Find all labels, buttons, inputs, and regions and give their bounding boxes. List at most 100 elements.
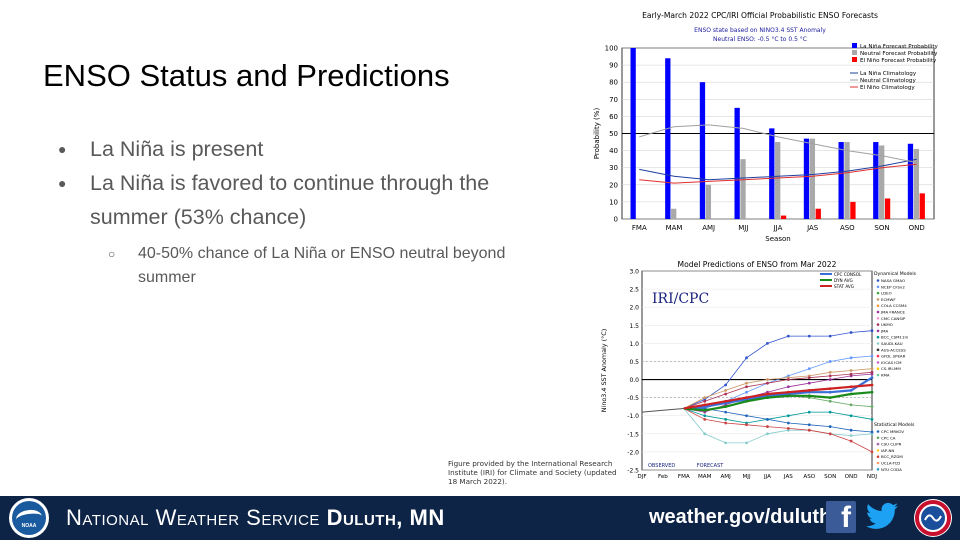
average-point <box>828 396 832 400</box>
bar <box>844 142 850 219</box>
legend-marker <box>876 442 880 446</box>
legend-label: UKMO <box>881 322 893 327</box>
bar <box>775 142 781 219</box>
legend-label: CS-IRI-MM <box>881 366 901 371</box>
average-line <box>683 383 873 410</box>
legend-label: SAUDI-KAU <box>881 341 903 346</box>
y-tick-label: -2.5 <box>627 468 639 475</box>
average-point <box>807 389 811 392</box>
dynamical-model-point <box>766 381 769 385</box>
bar <box>850 201 856 219</box>
average-point <box>703 403 707 407</box>
legend-swatch <box>852 57 857 62</box>
statistical-model-line <box>683 408 873 453</box>
legend-marker <box>876 430 880 433</box>
x-tick-label: AMJ <box>720 474 731 480</box>
statistical-model-point <box>703 417 707 421</box>
dynamical-model-point <box>703 432 707 436</box>
twitter-icon[interactable] <box>864 500 900 534</box>
y-tick-label: 60 <box>609 113 618 121</box>
y-tick-label: 90 <box>609 62 618 70</box>
legend-marker <box>876 310 880 314</box>
legend-label: NASA GMAO <box>881 278 905 283</box>
bar <box>769 128 775 219</box>
chart-subtitle: Neutral ENSO: -0.5 °C to 0.5 °C <box>713 36 807 43</box>
y-tick-label: 2.5 <box>629 287 639 294</box>
legend-marker <box>876 348 880 352</box>
dynamical-model-line <box>683 371 873 409</box>
noaa-logo-text: NOAA <box>21 523 37 529</box>
legend-marker <box>876 329 880 333</box>
y-tick-label: 10 <box>609 198 618 206</box>
dynamical-model-point <box>828 360 832 363</box>
legend-marker <box>876 285 880 289</box>
legend-label: IAP-NN <box>881 448 894 453</box>
legend-label: La Niña Climatology <box>860 71 917 77</box>
y-tick-label: 0.5 <box>629 359 639 366</box>
x-tick-label: ASO <box>840 224 855 232</box>
dynamical-model-point <box>807 367 811 371</box>
legend-label: LDEO <box>881 291 892 296</box>
bar <box>838 142 844 219</box>
dynamical-model-point <box>828 370 832 374</box>
dynamical-model-point <box>724 417 728 421</box>
statistical-model-point <box>766 425 769 428</box>
x-tick-label: MAM <box>698 474 712 480</box>
bullet-item: ● La Niña is present <box>58 132 558 166</box>
average-point <box>745 396 748 400</box>
facebook-icon[interactable]: f <box>826 501 856 534</box>
statistical-model-point <box>724 421 728 425</box>
legend-label: GFDL SPEAR <box>881 354 906 359</box>
x-tick-label: FMA <box>678 474 690 480</box>
bar <box>879 145 885 219</box>
legend-label: UCLA-TCD <box>881 461 900 466</box>
legend-label: El Niño Forecast Probability <box>860 58 937 64</box>
sub-bullet-item: ○ 40-50% chance of La Niña or ENSO neutr… <box>58 242 558 290</box>
observed-label: OBSERVED <box>648 463 675 469</box>
legend-marker <box>876 455 880 458</box>
dynamical-model-point <box>870 354 874 358</box>
y-tick-label: 3.0 <box>629 269 639 276</box>
dynamical-model-point <box>724 383 728 387</box>
office-name: National Weather Service Duluth, MN <box>66 505 445 531</box>
statistical-model-point <box>745 423 748 427</box>
office-prefix: National Weather Service <box>66 505 320 530</box>
dynamical-model-point <box>849 414 853 418</box>
legend-marker <box>876 354 880 358</box>
bar <box>919 193 925 219</box>
x-tick-label: DJF <box>637 474 646 480</box>
office-url-link[interactable]: weather.gov/duluth <box>649 506 832 528</box>
legend-marker <box>876 279 880 282</box>
dynamical-model-point <box>870 370 874 374</box>
enso-model-plume-chart: Model Predictions of ENSO from Mar 2022 3… <box>596 258 942 490</box>
legend-marker <box>876 367 880 370</box>
dynamical-model-point <box>703 414 707 418</box>
dynamical-model-point <box>786 378 790 381</box>
statistical-model-point <box>807 428 811 432</box>
average-line <box>683 376 873 410</box>
x-tick-label: MJJ <box>742 474 750 480</box>
dynamical-model-point <box>745 390 748 394</box>
bar <box>907 143 914 219</box>
statistical-model-point <box>828 425 832 428</box>
bullet-item: ● La Niña is favored to continue through… <box>58 166 558 234</box>
bar <box>913 148 920 219</box>
x-tick-label: SON <box>824 474 836 480</box>
statistical-model-point <box>807 423 811 427</box>
legend-marker <box>876 323 880 326</box>
enso-probability-chart: Early-March 2022 CPC/IRI Official Probab… <box>590 4 942 250</box>
dynamical-model-point <box>703 399 707 403</box>
bar <box>815 208 821 219</box>
average-point <box>807 394 811 398</box>
legend-label: DYN AVG <box>834 278 853 283</box>
chart-subtitle: ENSO state based on NINO3.4 SST Anomaly <box>694 27 826 34</box>
bullet-text: La Niña is present <box>90 137 264 161</box>
sub-bullet-text: 40-50% chance of La Niña or ENSO neutral… <box>138 245 506 286</box>
x-tick-label: NDJ <box>867 474 877 480</box>
dynamical-model-line <box>683 408 873 424</box>
average-point <box>724 399 728 403</box>
statistical-model-line <box>683 408 873 433</box>
average-point <box>828 390 832 394</box>
average-point <box>703 408 707 412</box>
bullet-text: La Niña is favored to continue through t… <box>90 171 490 229</box>
